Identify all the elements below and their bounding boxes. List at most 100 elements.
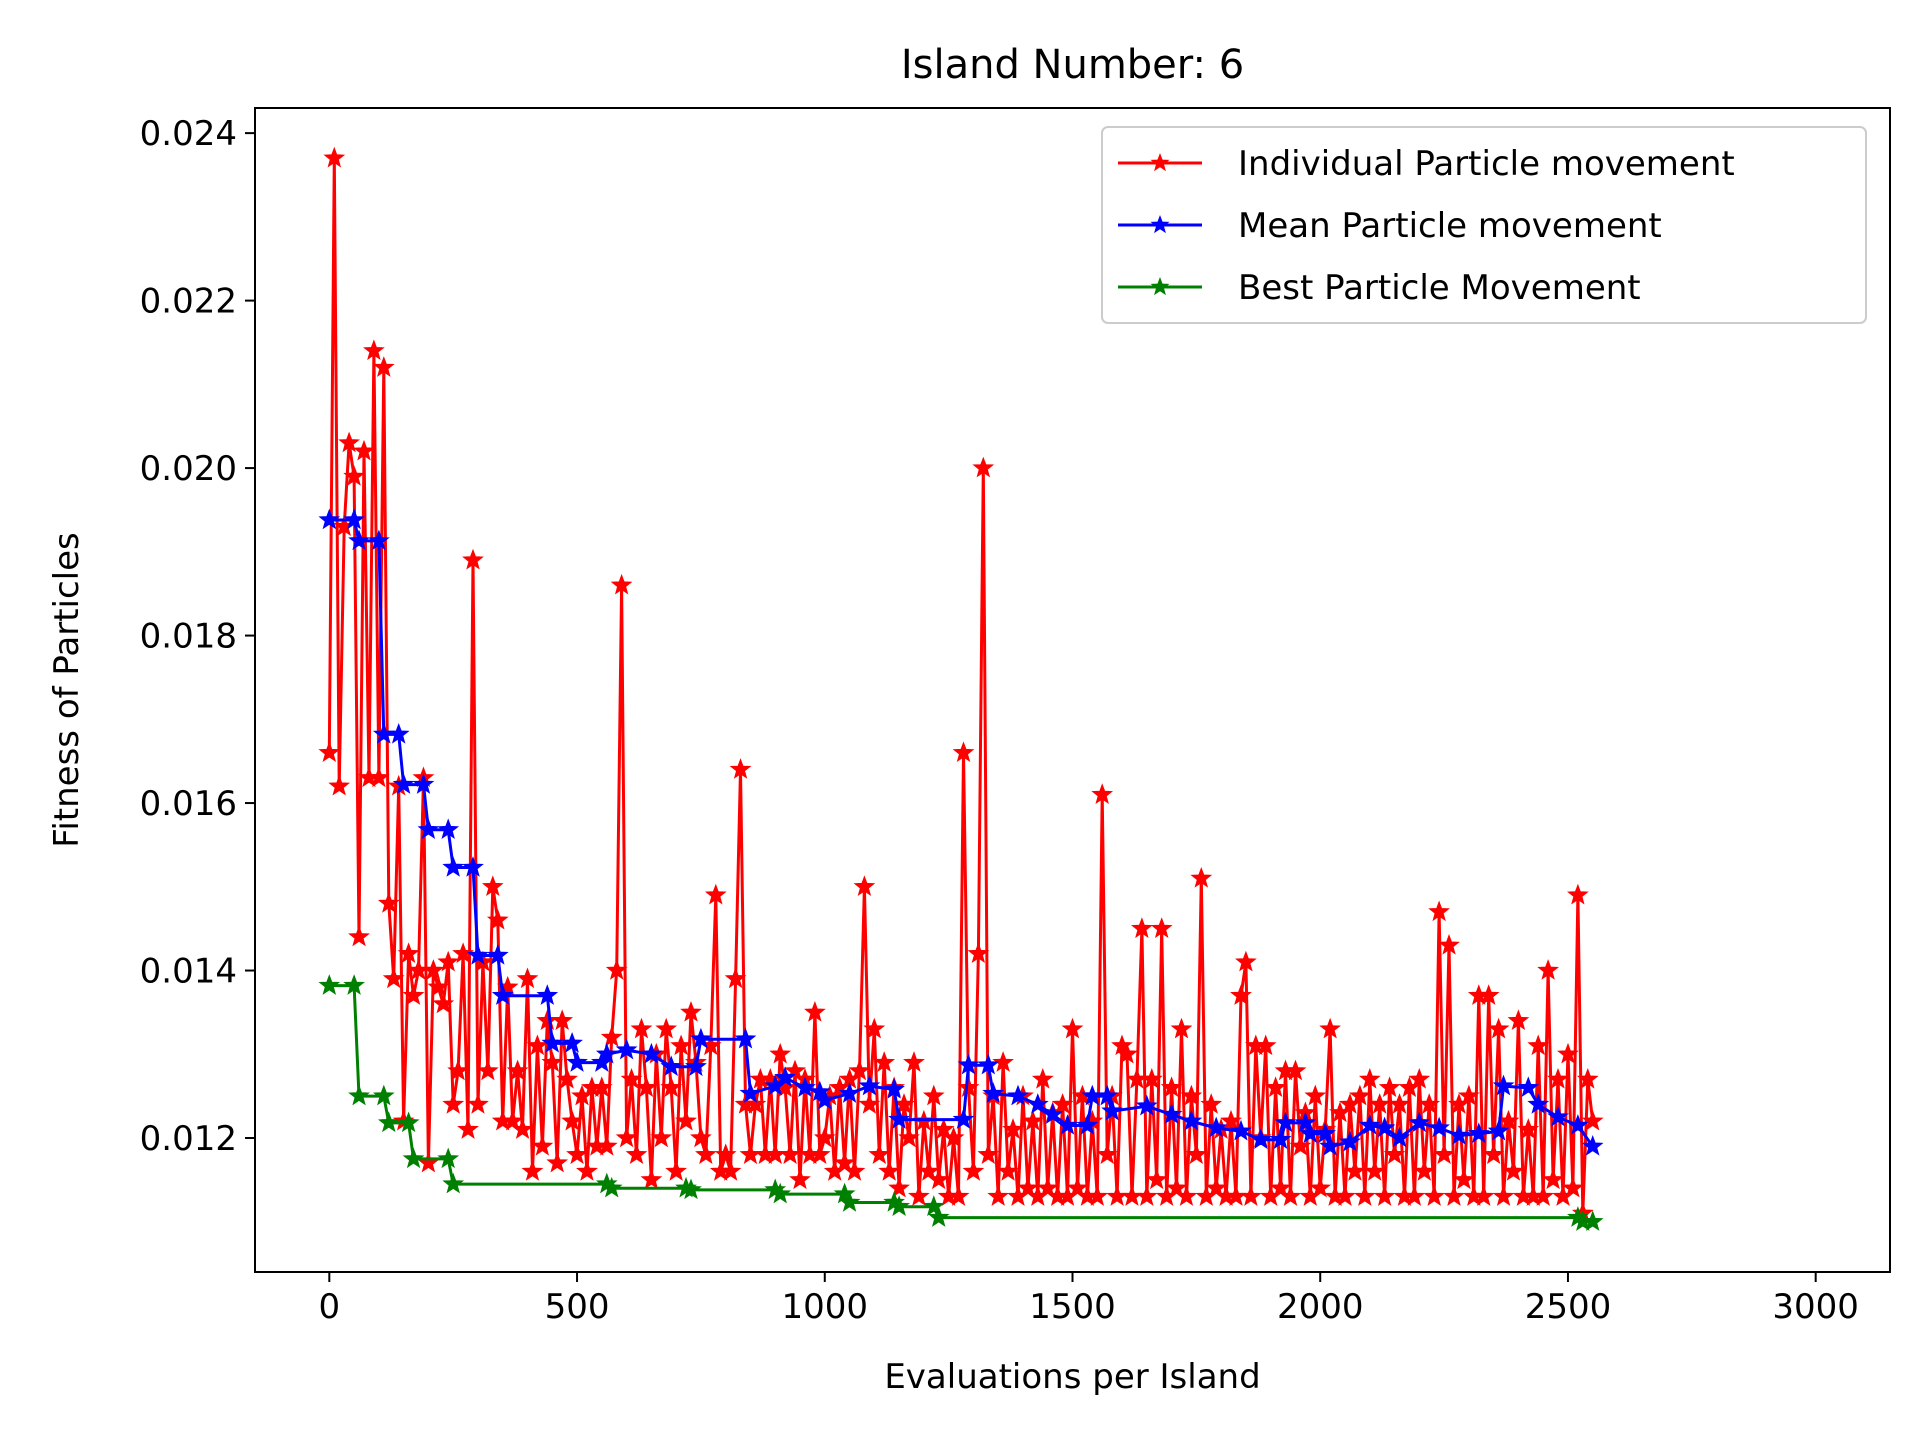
- data-point: [888, 1176, 910, 1198]
- data-point: [1423, 1185, 1446, 1206]
- data-point: [1433, 1143, 1455, 1165]
- data-point: [511, 1118, 534, 1139]
- data-point: [908, 1185, 930, 1206]
- data-point: [1472, 1185, 1495, 1206]
- data-point: [858, 1093, 881, 1114]
- data-point: [417, 818, 440, 840]
- data-point: [343, 508, 365, 530]
- data-point: [1264, 1076, 1287, 1098]
- data-point: [1507, 1009, 1530, 1031]
- data-point: [1532, 1185, 1555, 1206]
- data-point: [610, 573, 633, 595]
- plot-area: [318, 146, 1604, 1231]
- data-point: [437, 950, 460, 972]
- data-point: [1007, 1084, 1029, 1106]
- data-point: [957, 1076, 980, 1098]
- legend-item: Mean Particle movement: [1118, 206, 1662, 246]
- data-point: [724, 967, 747, 989]
- legend-label: Best Particle Movement: [1238, 268, 1641, 308]
- x-tick-label: 2500: [1525, 1287, 1612, 1327]
- data-point: [1358, 1067, 1381, 1089]
- data-point: [1358, 1114, 1381, 1135]
- data-point: [1581, 1134, 1604, 1156]
- data-point: [1220, 1109, 1242, 1131]
- data-point: [1413, 1160, 1436, 1181]
- data-point: [1309, 1176, 1332, 1198]
- data-point: [982, 1082, 1005, 1103]
- data-point: [1022, 1109, 1044, 1131]
- series-2: [318, 508, 1604, 1156]
- data-point: [1547, 1067, 1569, 1089]
- data-point: [1056, 1114, 1079, 1135]
- data-point: [868, 1143, 891, 1165]
- data-point: [566, 1051, 588, 1072]
- x-tick-label: 500: [545, 1287, 610, 1327]
- data-point: [1349, 1084, 1371, 1106]
- data-point: [625, 1143, 648, 1165]
- data-point: [1051, 1093, 1074, 1114]
- data-point: [888, 1108, 910, 1129]
- data-point: [1482, 1143, 1505, 1165]
- data-point: [1334, 1185, 1356, 1206]
- data-point: [1373, 1116, 1396, 1138]
- data-point: [521, 1160, 544, 1181]
- data-point: [422, 959, 445, 980]
- data-point: [1443, 1185, 1465, 1206]
- data-point: [898, 1126, 920, 1148]
- data-point: [833, 1182, 856, 1204]
- data-point: [1581, 1109, 1604, 1131]
- data-point: [952, 741, 975, 763]
- data-point: [922, 1195, 945, 1216]
- legend-marker: [1150, 153, 1170, 172]
- data-point: [942, 1126, 965, 1148]
- data-point: [402, 984, 425, 1005]
- data-point: [977, 1053, 1000, 1075]
- data-point: [1180, 1109, 1203, 1131]
- data-point: [452, 942, 474, 964]
- data-point: [457, 1118, 479, 1139]
- data-point: [1036, 1176, 1059, 1198]
- data-point: [1576, 1067, 1599, 1089]
- data-point: [1567, 883, 1589, 905]
- data-point: [789, 1168, 811, 1190]
- data-point: [432, 992, 455, 1014]
- data-point: [808, 1080, 831, 1102]
- data-point: [467, 1093, 489, 1114]
- data-point: [769, 1182, 792, 1204]
- data-point: [1363, 1160, 1386, 1181]
- data-point: [714, 1143, 737, 1165]
- data-point: [372, 356, 395, 377]
- data-point: [779, 1143, 801, 1165]
- data-point: [442, 1172, 465, 1194]
- data-point: [838, 1191, 861, 1212]
- data-point: [1200, 1093, 1223, 1114]
- data-point: [630, 1017, 653, 1039]
- data-point: [561, 1031, 583, 1053]
- data-point: [491, 984, 514, 1005]
- data-point: [1403, 1185, 1426, 1206]
- data-point: [1294, 1111, 1317, 1133]
- series-line: [327, 156, 1595, 1215]
- data-point: [437, 1147, 460, 1169]
- data-point: [1567, 1114, 1589, 1135]
- x-tick-label: 3000: [1772, 1287, 1859, 1327]
- data-point: [486, 944, 509, 965]
- data-point: [372, 1084, 395, 1106]
- data-point: [1408, 1111, 1431, 1133]
- data-point: [506, 1059, 529, 1081]
- data-point: [665, 1160, 687, 1181]
- data-point: [1096, 1084, 1119, 1106]
- data-point: [1205, 1116, 1228, 1138]
- data-point: [1344, 1160, 1366, 1181]
- data-point: [1254, 1034, 1277, 1056]
- data-point: [1017, 1176, 1039, 1198]
- data-point: [1378, 1076, 1401, 1098]
- data-point: [1160, 1103, 1183, 1124]
- data-point: [917, 1160, 940, 1181]
- data-point: [541, 1051, 564, 1072]
- data-point: [660, 1055, 683, 1077]
- data-point: [1235, 950, 1257, 972]
- data-point: [1170, 1017, 1193, 1039]
